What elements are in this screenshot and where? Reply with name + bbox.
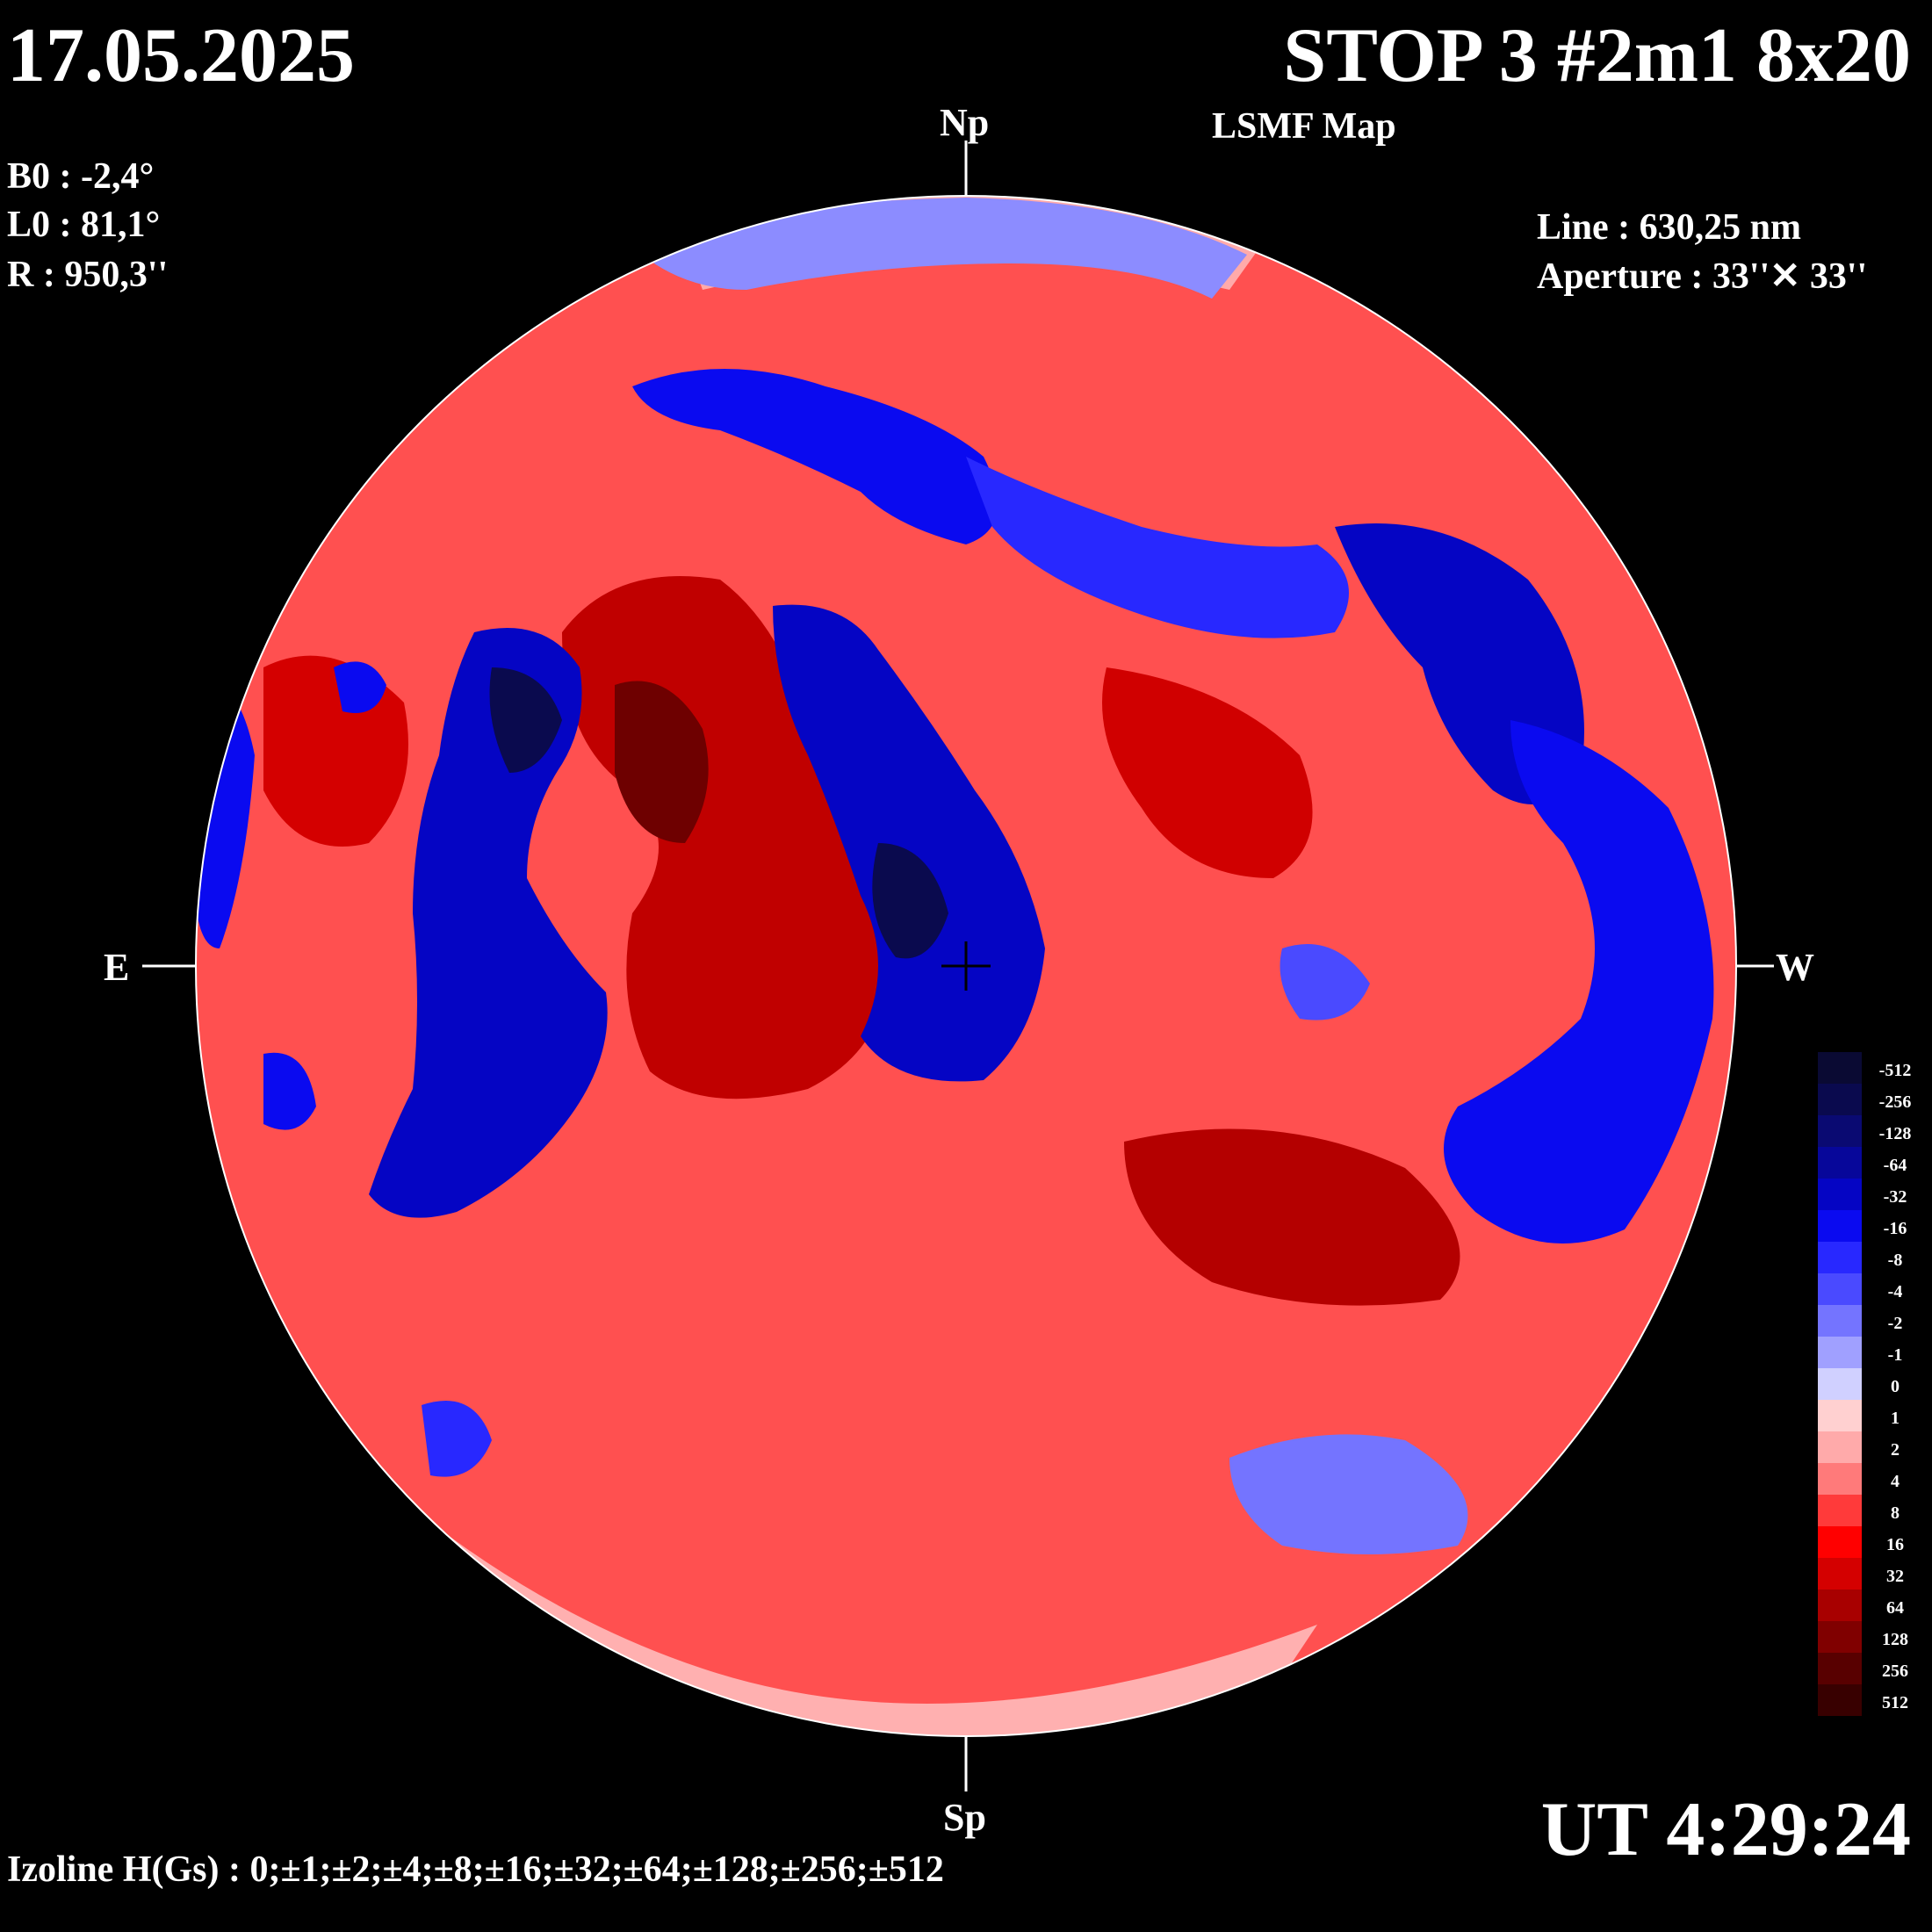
legend-row: 8	[1818, 1495, 1930, 1526]
legend-label: 0	[1891, 1377, 1900, 1396]
legend-label: 512	[1882, 1693, 1908, 1712]
legend-row: 128	[1818, 1621, 1930, 1653]
legend-label: -8	[1887, 1251, 1903, 1270]
south-small-negative	[422, 1401, 492, 1477]
legend-swatch	[1818, 1400, 1862, 1431]
legend-swatch	[1818, 1305, 1862, 1337]
legend-label: 256	[1882, 1662, 1908, 1681]
west-small-negative	[1280, 944, 1370, 1020]
central-negative-core	[872, 843, 948, 959]
east-central-negative	[369, 628, 608, 1218]
color-legend: -512 -256 -128 -64 -32 -16 -8 -4 -2 -1 0 1 2 4 8 16 32 64…	[1818, 1052, 1930, 1716]
legend-swatch	[1818, 1463, 1862, 1495]
legend-swatch	[1818, 1558, 1862, 1590]
legend-label: -64	[1883, 1156, 1907, 1175]
map-title: STOP 3 #2m1 8x20	[1283, 13, 1911, 98]
legend-label: 1	[1891, 1409, 1900, 1428]
legend-row: -4	[1818, 1273, 1930, 1305]
legend-row: 16	[1818, 1526, 1930, 1558]
east-label: E	[104, 946, 130, 989]
west-label: W	[1776, 946, 1814, 989]
legend-swatch	[1818, 1210, 1862, 1242]
legend-label: 128	[1882, 1630, 1908, 1649]
east-central-negative-core	[489, 667, 562, 773]
legend-row: -2	[1818, 1305, 1930, 1337]
central-peak-positive	[615, 681, 709, 843]
legend-label: 8	[1891, 1503, 1900, 1523]
solar-limb	[195, 195, 1737, 1737]
legend-row: 256	[1818, 1653, 1930, 1684]
legend-swatch	[1818, 1052, 1862, 1084]
east-lower-spot-negative	[263, 1052, 316, 1130]
legend-label: 2	[1891, 1440, 1900, 1460]
legend-swatch	[1818, 1368, 1862, 1400]
legend-label: -2	[1887, 1314, 1903, 1333]
legend-swatch	[1818, 1684, 1862, 1716]
legend-row: -8	[1818, 1242, 1930, 1273]
south-pole-label: Sp	[943, 1796, 986, 1839]
legend-row: -512	[1818, 1052, 1930, 1084]
legend-label: -256	[1878, 1092, 1912, 1112]
legend-swatch	[1818, 1179, 1862, 1210]
legend-swatch	[1818, 1495, 1862, 1526]
west-limb-negative	[1444, 720, 1714, 1244]
legend-row: -128	[1818, 1115, 1930, 1147]
central-negative	[773, 604, 1045, 1082]
legend-row: -256	[1818, 1084, 1930, 1115]
legend-row: -64	[1818, 1147, 1930, 1179]
observation-date: 17.05.2025	[7, 13, 355, 98]
l0-value: L0 : 81,1°	[7, 205, 161, 245]
legend-label: 4	[1891, 1472, 1900, 1491]
legend-swatch	[1818, 1242, 1862, 1273]
legend-label: 16	[1886, 1535, 1904, 1554]
legend-swatch	[1818, 1621, 1862, 1653]
izoline-levels: Izoline H(Gs) : 0;±1;±2;±4;±8;±16;±32;±6…	[7, 1849, 944, 1890]
b0-value: B0 : -2,4°	[7, 156, 155, 197]
legend-row: -32	[1818, 1179, 1930, 1210]
legend-swatch	[1818, 1273, 1862, 1305]
north-polar-negative	[615, 198, 1247, 299]
ut-time: UT 4:29:24	[1540, 1787, 1911, 1872]
line-wavelength: Line : 630,25 nm	[1537, 207, 1802, 248]
legend-label: 32	[1886, 1567, 1904, 1586]
legend-row: 4	[1818, 1463, 1930, 1495]
legend-label: -32	[1883, 1187, 1907, 1207]
southwest-strong-positive	[1124, 1128, 1460, 1306]
legend-swatch	[1818, 1431, 1862, 1463]
legend-row: -1	[1818, 1337, 1930, 1368]
northwest-positive	[1102, 667, 1313, 878]
legend-label: -16	[1883, 1219, 1907, 1238]
legend-swatch	[1818, 1526, 1862, 1558]
aperture-size: Aperture : 33''✕ 33''	[1537, 256, 1868, 297]
legend-label: -1	[1887, 1345, 1903, 1365]
legend-label: 64	[1886, 1598, 1904, 1618]
legend-swatch	[1818, 1590, 1862, 1621]
north-pole-label: Np	[940, 101, 990, 144]
legend-swatch	[1818, 1337, 1862, 1368]
legend-row: -16	[1818, 1210, 1930, 1242]
legend-label: -512	[1878, 1061, 1912, 1080]
legend-row: 64	[1818, 1590, 1930, 1621]
northeast-negative-band	[966, 457, 1349, 638]
legend-swatch	[1818, 1084, 1862, 1115]
map-subtitle: LSMF Map	[1212, 106, 1396, 147]
north-negative-band	[632, 369, 998, 544]
legend-swatch	[1818, 1115, 1862, 1147]
legend-row: 512	[1818, 1684, 1930, 1716]
legend-row: 2	[1818, 1431, 1930, 1463]
legend-row: 0	[1818, 1368, 1930, 1400]
legend-row: 32	[1818, 1558, 1930, 1590]
southwest-weak-negative	[1229, 1434, 1468, 1554]
legend-row: 1	[1818, 1400, 1930, 1431]
legend-label: -128	[1878, 1124, 1912, 1143]
legend-swatch	[1818, 1653, 1862, 1684]
legend-label: -4	[1887, 1282, 1903, 1301]
legend-swatch	[1818, 1147, 1862, 1179]
east-spot-negative	[334, 661, 386, 713]
radius-value: R : 950,3''	[7, 255, 169, 295]
